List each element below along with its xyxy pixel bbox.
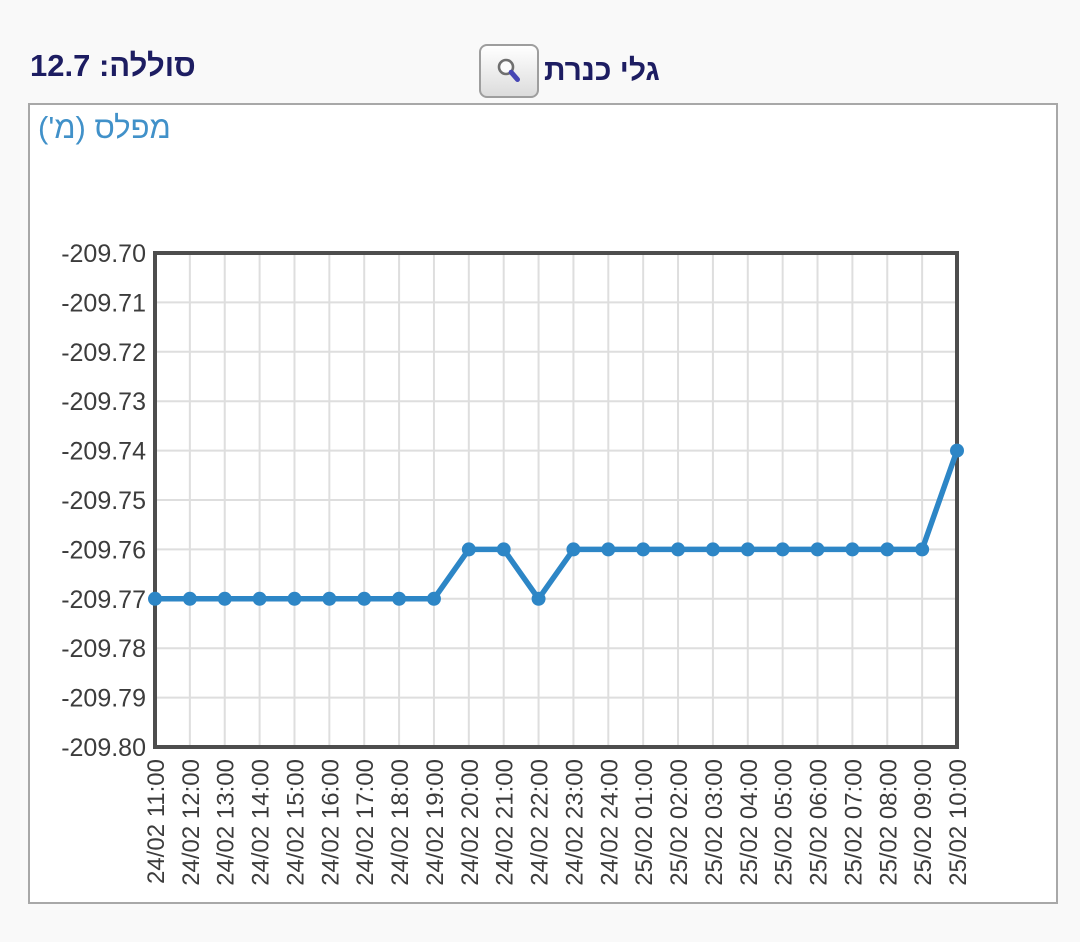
chart-panel: מפלס (מ') -209.70 -209.71 -209.72 -209.73 -2… <box>28 103 1058 904</box>
y-axis-tick-label: -209.73 <box>61 388 146 416</box>
x-axis-tick-label: 24/02 17:00 <box>352 759 379 886</box>
data-point <box>426 591 441 606</box>
data-point <box>357 591 372 606</box>
data-point <box>845 542 860 557</box>
data-point <box>566 542 581 557</box>
plot-border <box>153 251 959 749</box>
x-axis-tick-label: 24/02 14:00 <box>248 759 275 886</box>
data-point <box>496 542 511 557</box>
x-axis-tick-label: 24/02 21:00 <box>492 759 519 886</box>
data-point <box>915 542 930 557</box>
data-point <box>322 591 337 606</box>
level-chart: -209.70 -209.71 -209.72 -209.73 -209.74 -209.… <box>61 240 972 886</box>
x-axis-tick-label: 25/02 08:00 <box>875 759 902 886</box>
data-point <box>671 542 686 557</box>
x-axis-tick-label: 24/02 11:00 <box>143 759 170 884</box>
x-axis-tick-label: 24/02 19:00 <box>422 759 449 886</box>
x-axis-tick-label: 25/02 05:00 <box>771 759 798 886</box>
y-axis-tick-label: -209.79 <box>61 685 146 713</box>
y-axis-tick-label: -209.76 <box>61 536 146 564</box>
data-point <box>287 591 302 606</box>
data-point <box>705 542 720 557</box>
x-axis-tick-label: 24/02 16:00 <box>317 759 344 886</box>
data-point <box>880 542 895 557</box>
data-point <box>950 443 964 458</box>
y-axis-tick-label: -209.70 <box>61 240 146 268</box>
x-axis-tick-label: 25/02 02:00 <box>666 759 693 886</box>
x-axis-tick-label: 25/02 03:00 <box>701 759 728 886</box>
x-axis-tick-label: 24/02 12:00 <box>178 759 205 886</box>
data-point <box>148 591 162 606</box>
data-point <box>217 591 232 606</box>
y-axis-tick-label: -209.77 <box>61 586 146 614</box>
data-point <box>182 591 197 606</box>
x-axis-tick-label: 24/02 13:00 <box>213 759 240 886</box>
station-name: גלי כנרת <box>544 54 660 87</box>
battery-status: סוללה: 12.7 <box>30 48 196 83</box>
y-axis-tick-label: -209.78 <box>61 635 146 663</box>
y-axis-tick-label: -209.80 <box>61 734 146 762</box>
x-axis-tick-label: 25/02 06:00 <box>806 759 833 886</box>
y-axis-tick-label: -209.71 <box>61 289 146 317</box>
data-point <box>252 591 267 606</box>
x-axis-tick-label: 24/02 24:00 <box>596 759 623 886</box>
data-point <box>601 542 616 557</box>
x-axis-tick-label: 25/02 10:00 <box>945 759 972 886</box>
x-axis-tick-label: 25/02 09:00 <box>910 759 937 886</box>
data-point <box>461 542 476 557</box>
y-axis-tick-label: -209.72 <box>61 339 146 367</box>
chart-title: מפלס (מ') <box>38 110 171 145</box>
x-axis-tick-label: 25/02 04:00 <box>736 759 763 886</box>
level-line <box>152 447 960 602</box>
x-axis-tick-label: 24/02 15:00 <box>282 759 309 886</box>
search-button[interactable] <box>479 44 539 98</box>
x-axis-tick-label: 24/02 23:00 <box>561 759 588 886</box>
data-point <box>775 542 790 557</box>
x-axis-tick-label: 25/02 01:00 <box>631 759 658 886</box>
y-axis-tick-label: -209.75 <box>61 487 146 515</box>
y-axis-tick-label: -209.74 <box>61 438 146 466</box>
magnifier-icon <box>497 58 520 82</box>
x-axis-tick-label: 24/02 20:00 <box>457 759 484 886</box>
data-point <box>810 542 825 557</box>
station-search-group: גלי כנרת <box>479 44 660 98</box>
data-point <box>636 542 651 557</box>
x-axis-tick-label: 24/02 22:00 <box>527 759 554 886</box>
x-axis-tick-label: 25/02 07:00 <box>840 759 867 886</box>
data-point <box>392 591 407 606</box>
data-point <box>531 591 546 606</box>
data-point <box>740 542 755 557</box>
x-axis-tick-label: 24/02 18:00 <box>387 759 414 886</box>
